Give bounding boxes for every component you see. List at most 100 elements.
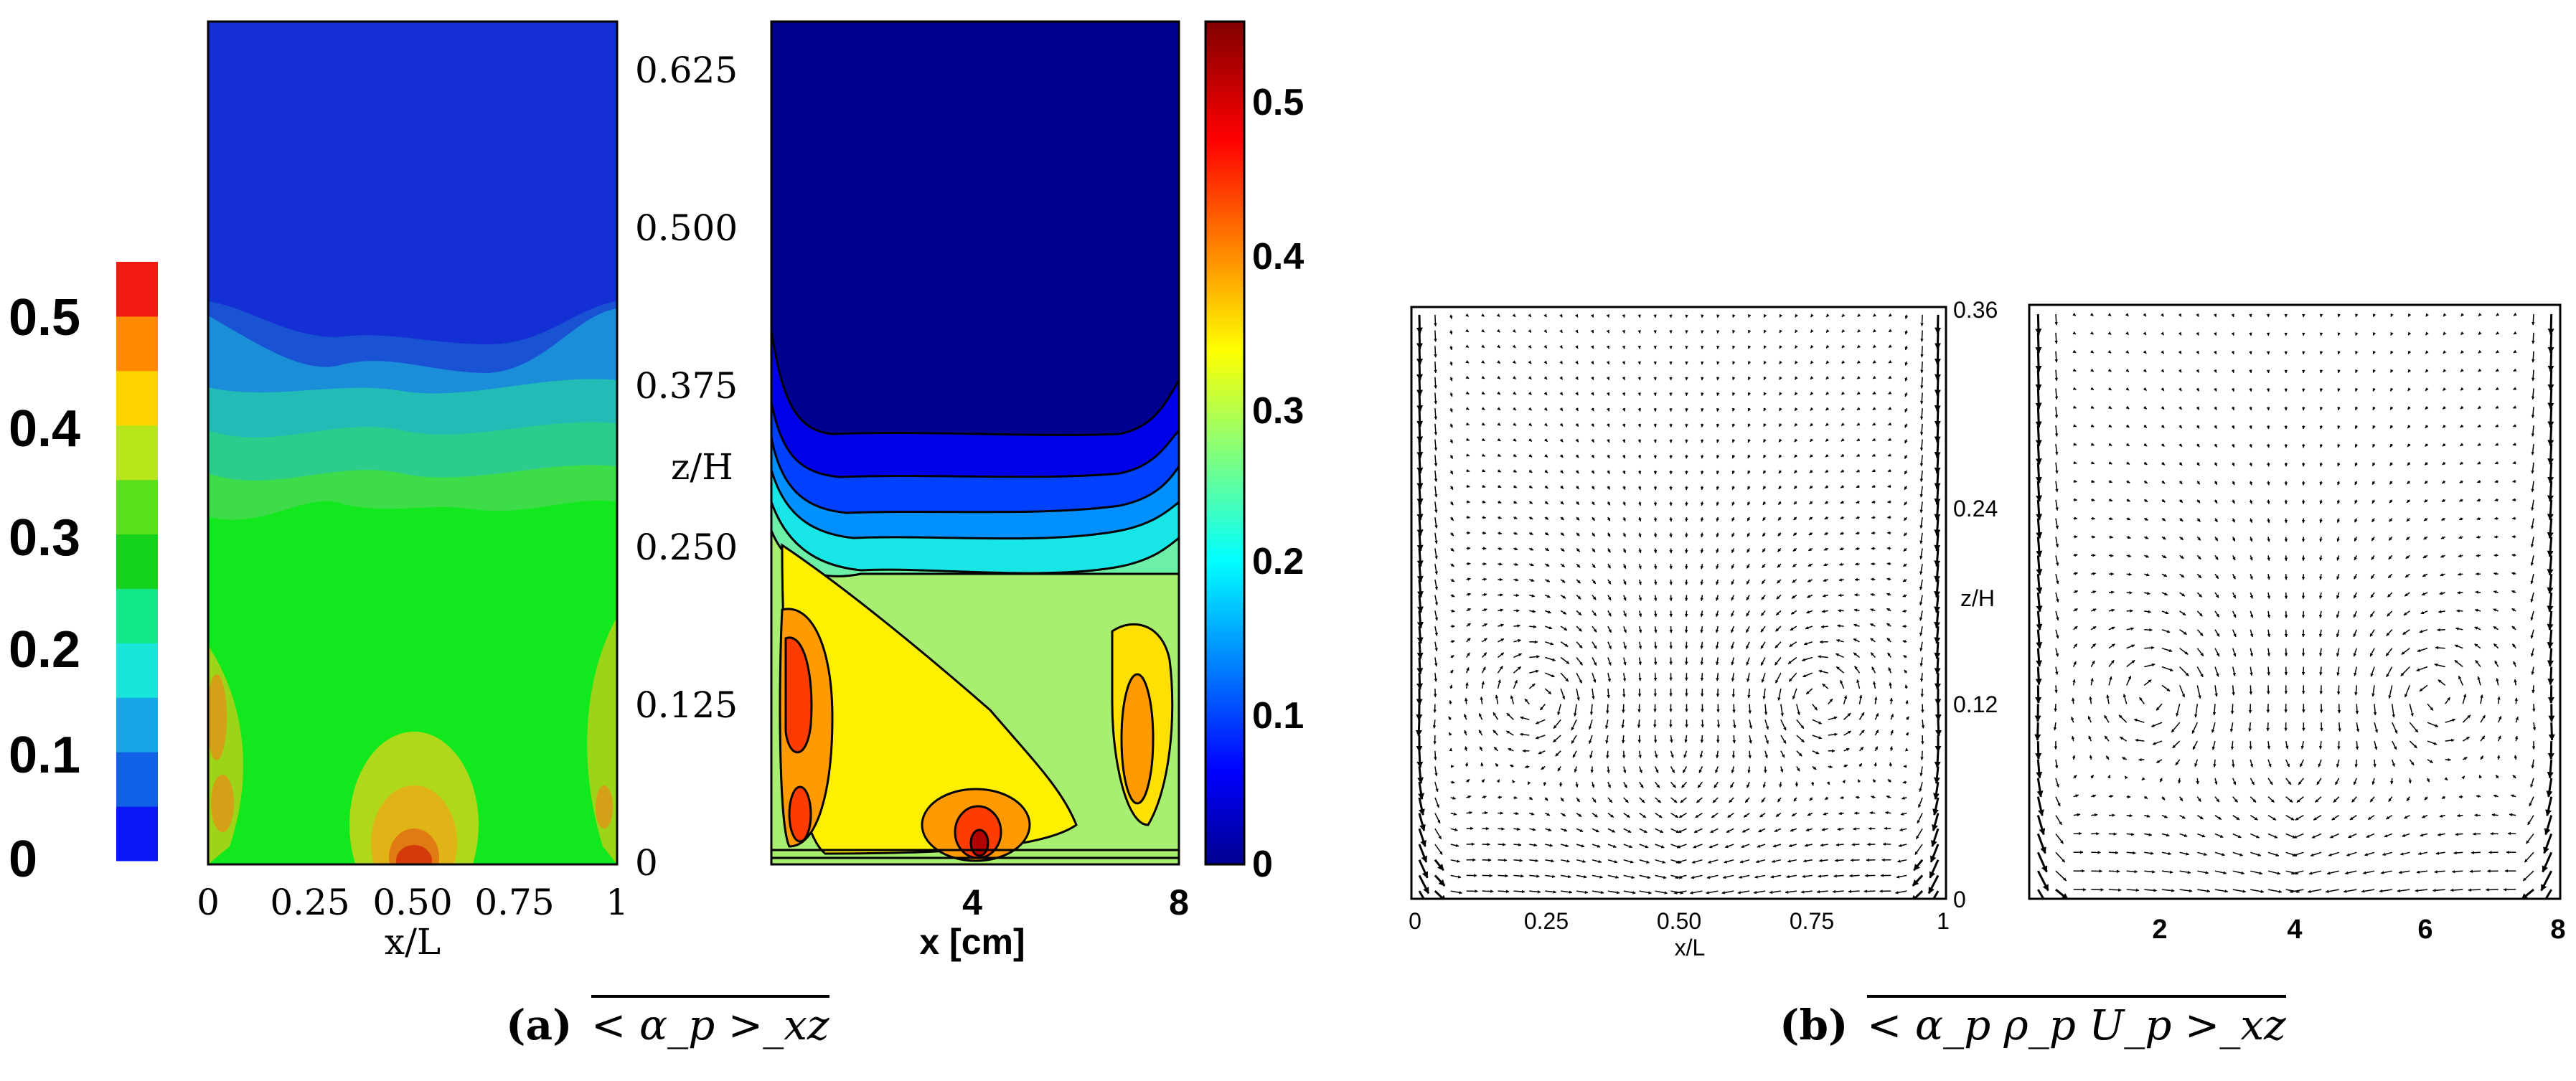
vector-arrow	[1746, 579, 1750, 585]
vector-arrow	[1934, 346, 1941, 366]
vector-arrow	[2267, 555, 2270, 561]
vector-arrow	[2105, 755, 2110, 760]
vector-arrow	[1787, 656, 1797, 664]
vector-arrow	[2434, 663, 2445, 668]
vector-arrow	[1724, 844, 1734, 849]
vector-arrow	[1828, 698, 1833, 705]
colorbar-a-right	[1204, 20, 1246, 866]
vector-arrow	[1560, 688, 1566, 700]
vector-arrow	[1700, 501, 1704, 506]
vector-arrow	[1589, 750, 1593, 759]
vector-arrow	[2054, 425, 2059, 437]
vector-arrow	[1769, 890, 1782, 894]
vector-arrow	[2389, 406, 2394, 410]
vector-arrow	[2337, 462, 2341, 467]
vector-arrow	[1535, 735, 1546, 740]
vector-arrow	[1872, 391, 1876, 395]
vector-arrow	[1559, 376, 1564, 380]
vector-arrow	[1434, 564, 1438, 575]
vector-arrow	[2512, 775, 2516, 779]
vector-arrow	[1623, 874, 1635, 879]
vector-arrow	[2126, 644, 2135, 649]
vector-arrow	[2161, 461, 2166, 466]
vector-arrow	[1934, 423, 1941, 443]
vector-arrow	[2073, 608, 2078, 612]
vector-arrow	[1701, 392, 1704, 397]
vector-arrow	[1711, 812, 1719, 818]
vector-arrow	[1416, 626, 1424, 644]
vector-arrow	[2231, 407, 2235, 411]
vector-arrow	[2319, 313, 2323, 318]
vector-arrow	[1482, 593, 1487, 597]
vector-arrow	[1434, 423, 1438, 435]
vector-arrow	[2091, 498, 2095, 502]
vector-arrow	[1465, 329, 1470, 333]
vector-arrow	[1560, 563, 1566, 567]
vector-arrow	[1591, 423, 1594, 428]
vector-arrow	[1731, 626, 1734, 633]
y-tick: 0.125	[635, 684, 738, 726]
vector-arrow	[2179, 573, 2185, 578]
vector-arrow	[2214, 573, 2219, 580]
vector-arrow	[1653, 579, 1658, 585]
vector-arrow	[1528, 485, 1533, 489]
vector-arrow	[1607, 610, 1612, 617]
vector-arrow	[1778, 407, 1782, 412]
vector-arrow	[1731, 455, 1736, 459]
vector-arrow	[1764, 750, 1768, 759]
vector-arrow	[1465, 422, 1470, 426]
vector-arrow	[1772, 844, 1782, 848]
vector-arrow	[1560, 501, 1564, 505]
vector-arrow	[2250, 833, 2260, 839]
vector-arrow	[1493, 712, 1499, 720]
vector-arrow	[1623, 859, 1634, 864]
vector-arrow	[1559, 407, 1564, 412]
vector-arrow	[2328, 851, 2339, 856]
vector-arrow	[2366, 833, 2375, 838]
plot-frame-b-right	[2028, 303, 2562, 900]
vector-arrow	[1622, 361, 1625, 365]
vector-arrow	[1528, 329, 1532, 333]
vector-arrow	[1680, 797, 1687, 803]
vector-arrow	[2267, 518, 2270, 524]
vector-arrow	[2284, 574, 2288, 580]
vector-arrow	[2285, 759, 2290, 768]
vector-arrow	[1560, 626, 1568, 631]
vector-arrow	[2543, 833, 2553, 854]
vector-arrow	[1481, 438, 1485, 442]
vector-arrow	[1482, 652, 1487, 658]
vector-arrow	[2547, 518, 2554, 539]
vector-arrow	[1622, 423, 1626, 428]
vector-arrow	[1513, 453, 1517, 458]
vector-arrow	[1790, 610, 1797, 615]
vector-arrow	[2196, 778, 2199, 785]
vector-arrow	[1689, 890, 1703, 894]
vector-arrow	[1560, 812, 1566, 817]
vector-arrow	[2480, 755, 2484, 760]
vector-arrow	[2196, 554, 2201, 560]
vector-arrow	[2214, 814, 2222, 821]
vector-arrow	[2250, 555, 2253, 561]
vector-arrow	[1607, 812, 1614, 818]
caption-b-math: < α_p ρ_p U_p >_xz	[1866, 995, 2286, 1049]
vector-arrow	[1576, 797, 1581, 803]
vector-arrow	[1528, 423, 1533, 427]
contour-fill-red-left-b	[788, 785, 812, 843]
vector-arrow	[1929, 844, 1940, 863]
vector-arrow	[1795, 344, 1798, 349]
contour-spot-right	[596, 785, 613, 829]
vector-arrow	[2144, 663, 2156, 668]
vector-arrow	[1808, 547, 1813, 552]
colorbar-swatch	[116, 806, 158, 862]
vector-arrow	[2214, 499, 2218, 504]
vector-arrow	[1528, 683, 1536, 689]
vector-arrow	[2495, 349, 2500, 354]
vector-arrow	[2532, 685, 2535, 694]
vector-arrow	[1934, 564, 1941, 582]
vector-arrow	[1858, 763, 1863, 767]
vector-arrow	[1873, 681, 1876, 689]
vector-arrow	[1700, 564, 1704, 570]
vector-arrow	[1919, 766, 1923, 777]
vector-arrow	[1675, 859, 1687, 864]
vector-arrow	[1576, 579, 1581, 584]
